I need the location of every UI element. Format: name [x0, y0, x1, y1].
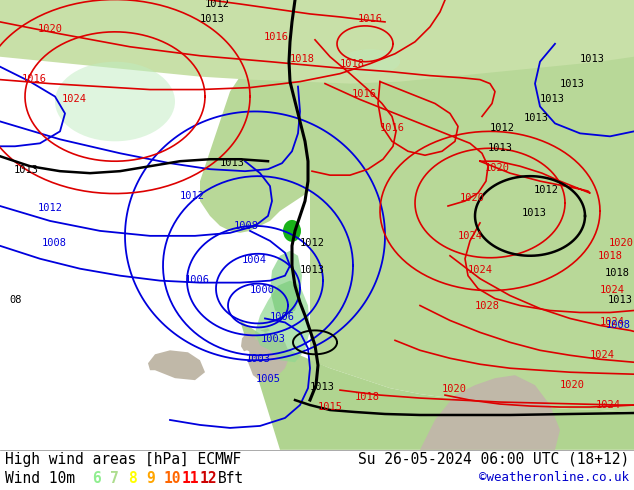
Polygon shape — [270, 251, 302, 316]
Text: 1013: 1013 — [310, 382, 335, 392]
Text: 6: 6 — [92, 471, 101, 486]
Ellipse shape — [283, 220, 301, 242]
Text: Bft: Bft — [218, 471, 244, 486]
Text: 1013: 1013 — [524, 113, 549, 123]
Text: 12: 12 — [200, 471, 217, 486]
Text: ©weatheronline.co.uk: ©weatheronline.co.uk — [479, 471, 629, 484]
Text: 7: 7 — [110, 471, 119, 486]
Text: 1018: 1018 — [598, 251, 623, 261]
Text: 1012: 1012 — [490, 123, 515, 133]
Text: 8: 8 — [128, 471, 137, 486]
Polygon shape — [255, 281, 310, 362]
Polygon shape — [241, 332, 258, 354]
Text: 1008: 1008 — [42, 238, 67, 248]
Text: 1015: 1015 — [318, 402, 343, 412]
Text: 1013: 1013 — [14, 165, 39, 175]
Text: 1016: 1016 — [264, 32, 289, 42]
Text: 1018: 1018 — [355, 392, 380, 402]
Text: 1003: 1003 — [261, 334, 286, 344]
Text: 1008: 1008 — [606, 320, 631, 330]
Text: 1013: 1013 — [580, 54, 605, 64]
Text: 1020: 1020 — [609, 238, 634, 248]
Text: 1018: 1018 — [340, 59, 365, 69]
Text: 1013: 1013 — [220, 158, 245, 168]
Text: 11: 11 — [182, 471, 200, 486]
Text: 1012: 1012 — [205, 0, 230, 9]
Text: 9: 9 — [146, 471, 155, 486]
Text: 1013: 1013 — [540, 94, 565, 103]
Text: 1013: 1013 — [560, 78, 585, 89]
Polygon shape — [545, 171, 634, 263]
Text: 1013: 1013 — [200, 14, 225, 24]
Text: 1024: 1024 — [468, 265, 493, 275]
Text: 1013: 1013 — [300, 265, 325, 275]
Text: 1024: 1024 — [596, 400, 621, 410]
Text: 1024: 1024 — [62, 94, 87, 103]
Text: 1016: 1016 — [22, 74, 47, 84]
Text: 1004: 1004 — [242, 255, 267, 265]
Polygon shape — [0, 0, 634, 84]
Text: 1024: 1024 — [590, 350, 615, 360]
Text: 1016: 1016 — [380, 123, 405, 133]
Text: 08: 08 — [9, 294, 22, 304]
Text: Su 26-05-2024 06:00 UTC (18+12): Su 26-05-2024 06:00 UTC (18+12) — [358, 452, 629, 467]
Text: 1006: 1006 — [270, 313, 295, 322]
Text: 1020: 1020 — [485, 163, 510, 173]
Ellipse shape — [55, 62, 175, 141]
Polygon shape — [240, 320, 634, 450]
Polygon shape — [200, 0, 634, 412]
Text: 1020: 1020 — [560, 380, 585, 390]
Text: 1020: 1020 — [460, 193, 485, 203]
Text: 1008: 1008 — [234, 221, 259, 231]
Text: 1013: 1013 — [608, 294, 633, 304]
Text: 1024: 1024 — [458, 231, 483, 241]
Polygon shape — [420, 375, 560, 450]
Text: High wind areas [hPa] ECMWF: High wind areas [hPa] ECMWF — [5, 452, 242, 467]
Text: 1013: 1013 — [522, 208, 547, 218]
Ellipse shape — [340, 49, 400, 74]
Text: 1012: 1012 — [38, 203, 63, 213]
Text: 1016: 1016 — [352, 89, 377, 98]
Text: Wind 10m: Wind 10m — [5, 471, 75, 486]
Text: 1000: 1000 — [250, 285, 275, 294]
Text: 1012: 1012 — [300, 238, 325, 248]
Text: 1013: 1013 — [488, 143, 513, 153]
Text: 1018: 1018 — [605, 268, 630, 278]
Text: 1020: 1020 — [38, 24, 63, 34]
Text: 1012: 1012 — [180, 191, 205, 201]
Text: 1020: 1020 — [442, 384, 467, 394]
Text: 1006: 1006 — [185, 274, 210, 285]
Text: 1024: 1024 — [600, 318, 625, 327]
Text: 1003: 1003 — [246, 354, 271, 364]
Text: 1016: 1016 — [358, 14, 383, 24]
Text: 1024: 1024 — [600, 285, 625, 294]
Polygon shape — [148, 350, 205, 380]
Text: 1012: 1012 — [534, 185, 559, 195]
Text: 1018: 1018 — [290, 54, 315, 64]
Text: 1005: 1005 — [256, 374, 281, 384]
Text: 10: 10 — [164, 471, 181, 486]
Text: 1028: 1028 — [475, 300, 500, 311]
Polygon shape — [248, 328, 290, 382]
